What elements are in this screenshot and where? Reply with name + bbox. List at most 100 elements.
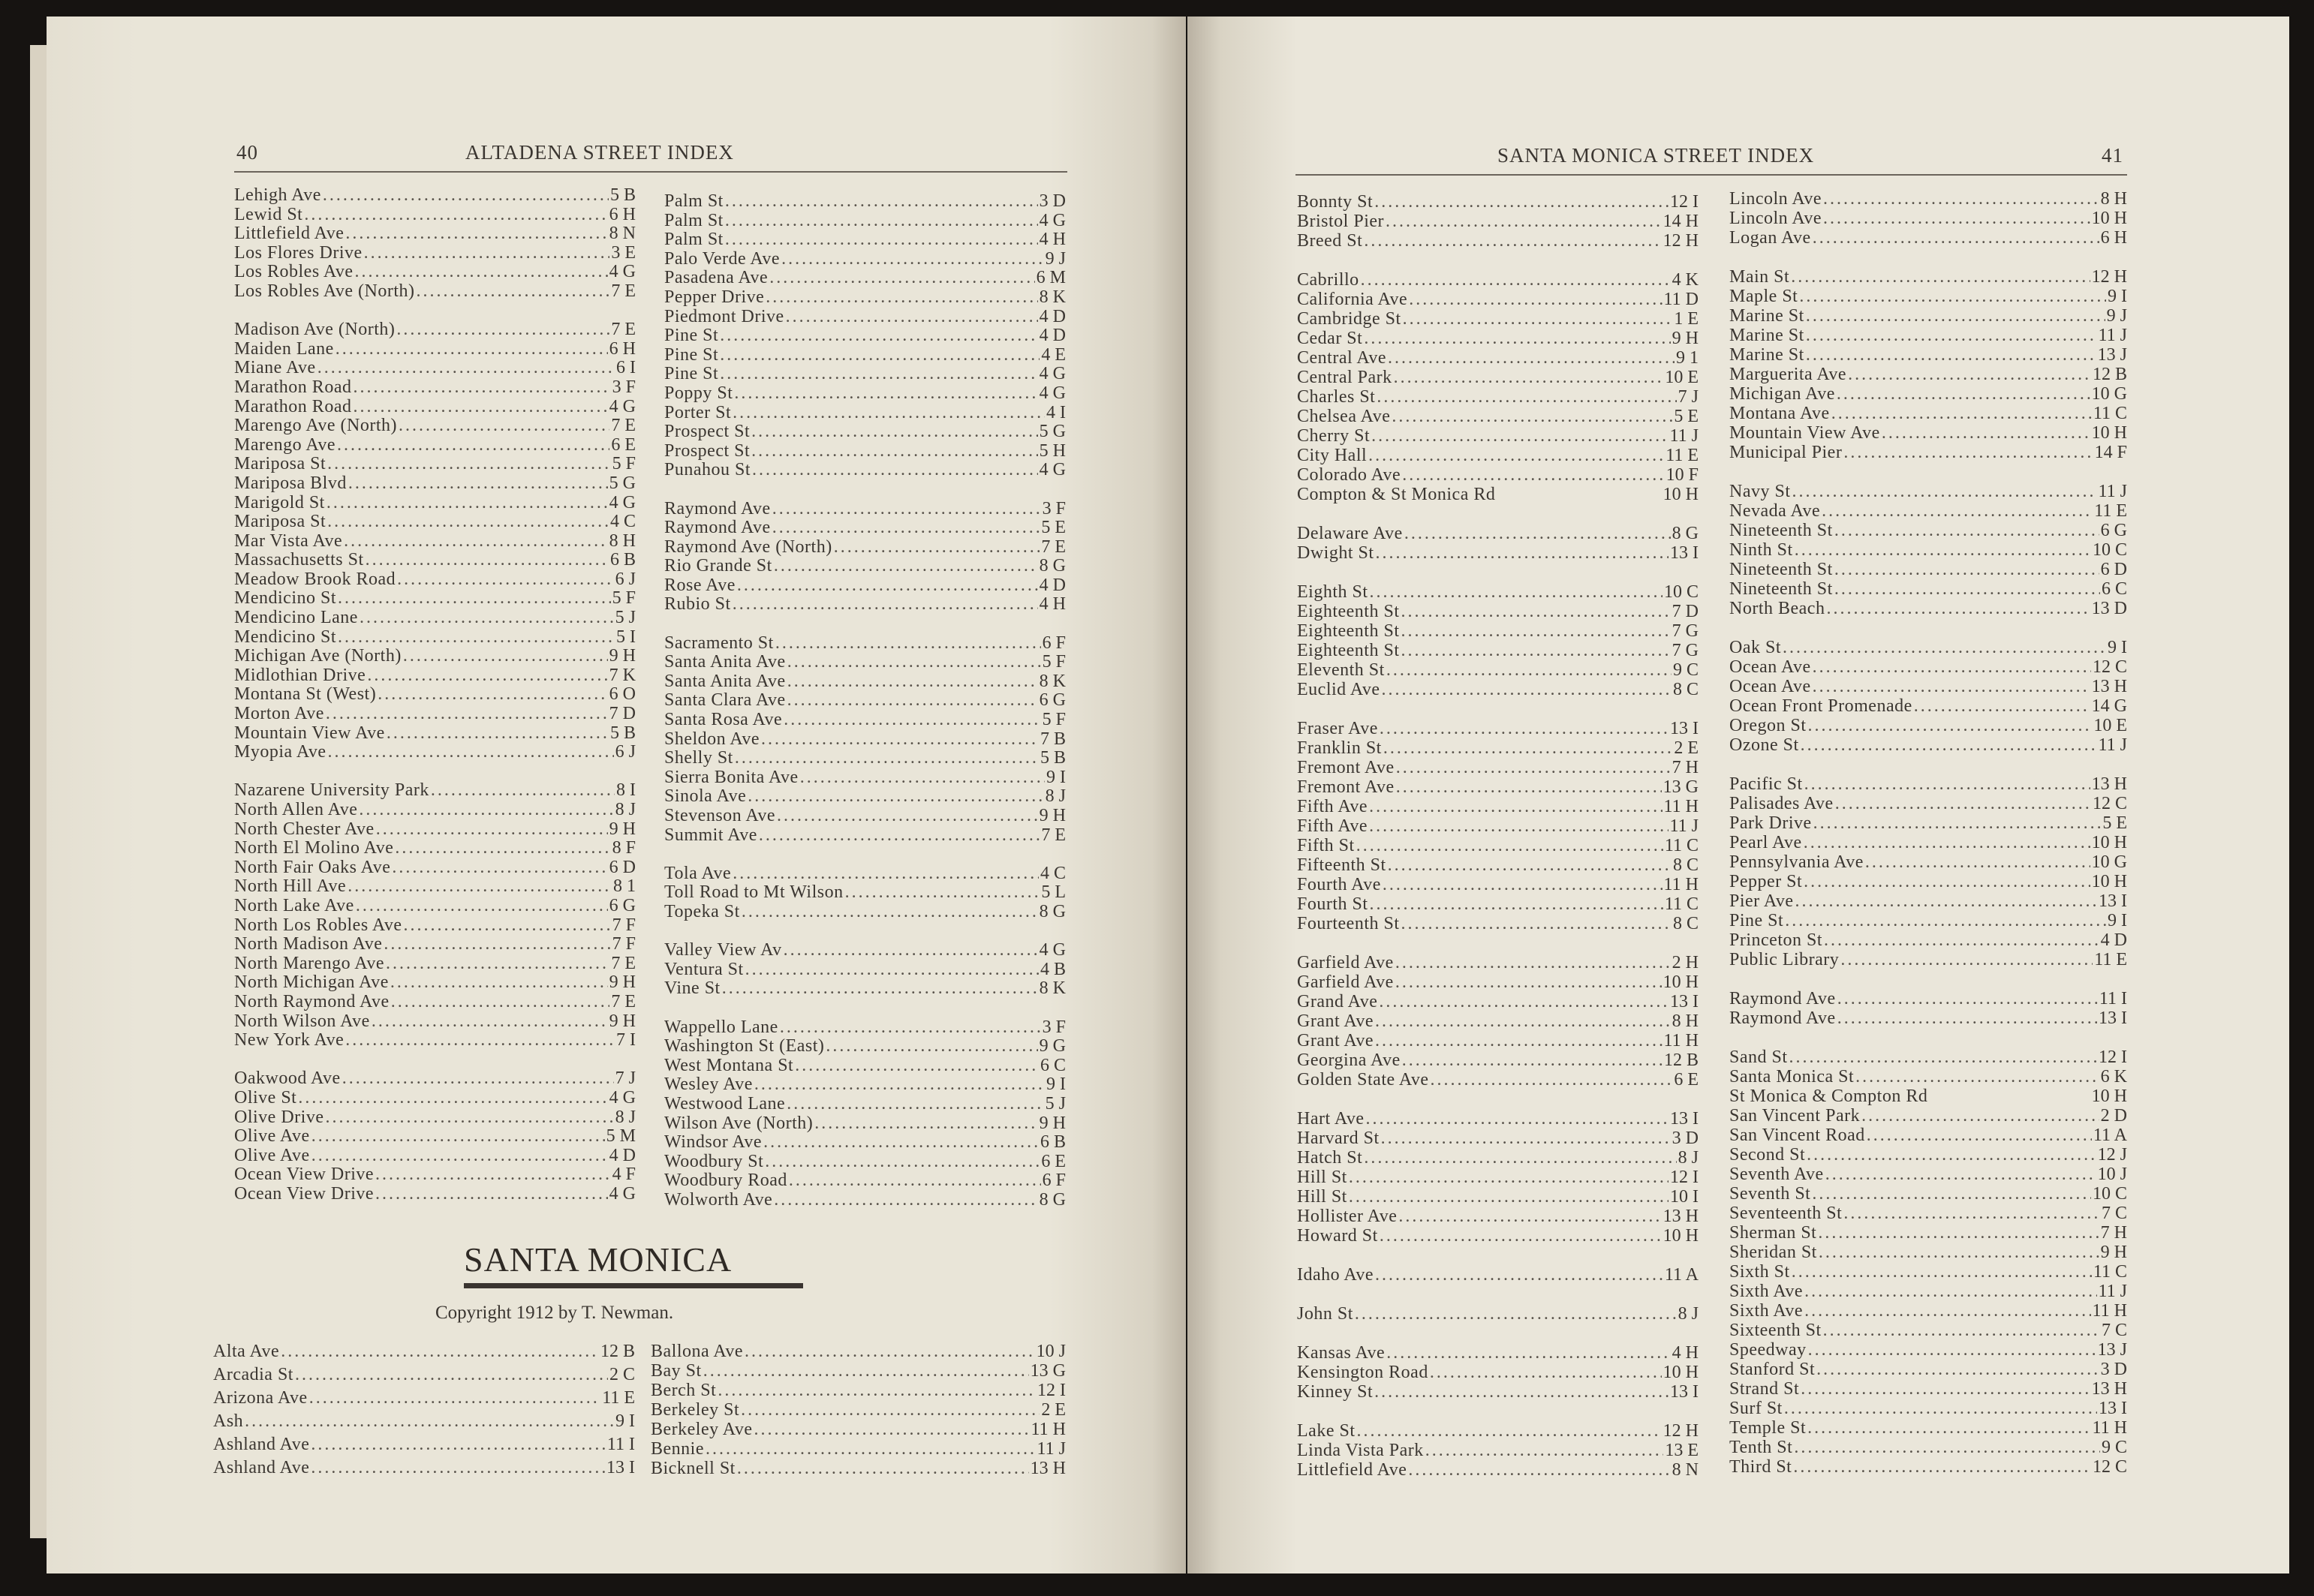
index-entry: Santa Monica St 6 K (1729, 1067, 2127, 1087)
dot-leader (1409, 290, 1662, 309)
dot-leader (1355, 1304, 1677, 1324)
dot-leader (375, 1185, 608, 1204)
index-entry: North El Molino Ave 8 F (234, 839, 636, 858)
index-entry: Michigan Ave 10 G (1729, 384, 2127, 404)
map-reference: 4 D (609, 1145, 636, 1165)
street-name: Cherry St (1297, 426, 1371, 446)
street-name: Navy St (1729, 482, 1791, 501)
index-entry: North Allen Ave 8 J (234, 800, 636, 820)
street-name: Lincoln Ave (1729, 189, 1822, 209)
map-reference: 12 B (2092, 365, 2127, 384)
dot-leader (733, 404, 1045, 423)
map-reference: 5 E (1041, 518, 1066, 538)
dot-leader (1783, 638, 2106, 657)
dot-leader (384, 935, 610, 954)
index-entry: Woodbury Road 6 F (664, 1171, 1066, 1191)
index-entry: City Hall 11 E (1297, 446, 1699, 465)
street-name: Nineteenth St (1729, 560, 1833, 579)
map-reference: 13 G (1663, 777, 1699, 797)
index-entry: Palo Verde Ave 9 J (664, 248, 1066, 269)
dot-leader (1383, 738, 1672, 758)
index-entry: Raymond Ave 5 E (664, 518, 1066, 538)
map-reference: 8 H (1672, 1011, 1699, 1031)
street-name: Harvard St (1297, 1129, 1380, 1148)
map-reference: 14 F (2094, 443, 2127, 462)
dot-leader (1388, 348, 1675, 368)
map-reference: 12 H (1663, 1421, 1699, 1441)
index-entry: Georgina Ave 12 B (1297, 1050, 1699, 1070)
index-entry: Main St 12 H (1729, 267, 2127, 287)
group-spacer (234, 762, 636, 782)
index-entry: Wappello Lane 3 F (664, 1017, 1066, 1038)
map-reference: 11 J (2098, 1282, 2127, 1301)
street-name: Ozone St (1729, 735, 1799, 755)
dot-leader (1813, 228, 2099, 248)
map-reference: 8 H (2100, 189, 2127, 209)
left-header-rule (234, 171, 1067, 173)
index-entry: Grant Ave 11 H (1297, 1031, 1699, 1050)
dot-leader (789, 1171, 1041, 1191)
index-entry: Colorado Ave 10 F (1297, 465, 1699, 485)
dot-leader (326, 705, 608, 724)
map-reference: 9 H (609, 972, 636, 993)
map-reference: 12 I (1670, 1168, 1699, 1187)
group-spacer (664, 615, 1066, 634)
map-reference: 9 H (1039, 806, 1066, 825)
dot-leader (311, 1456, 605, 1480)
street-name: Lehigh Ave (234, 185, 321, 205)
street-name: Golden State Ave (1297, 1070, 1429, 1090)
street-name: Municipal Pier (1729, 443, 1843, 462)
street-name: Bay St (651, 1361, 702, 1381)
group-spacer (234, 1050, 636, 1070)
map-reference: 10 C (1663, 582, 1699, 602)
street-name: Mar Vista Ave (234, 530, 343, 551)
dot-leader (367, 666, 607, 686)
street-name: Oak St (1729, 638, 1781, 657)
dot-leader (366, 551, 609, 570)
street-name: North Fair Oaks Ave (234, 857, 391, 877)
map-reference: 8 K (1039, 978, 1066, 999)
index-entry: Ocean View Drive 4 F (234, 1165, 636, 1185)
dot-leader (327, 455, 610, 474)
map-reference: 7 E (611, 991, 636, 1011)
index-entry: Princeton St 4 D (1729, 930, 2127, 950)
dot-leader (1430, 1363, 1662, 1382)
index-entry: Ash 9 I (213, 1410, 635, 1433)
index-entry: Seventh Ave 10 J (1729, 1165, 2127, 1184)
dot-leader (353, 398, 607, 417)
map-reference: 6 C (2101, 579, 2127, 599)
map-reference: 13 I (2099, 891, 2127, 911)
map-reference: 8 J (1678, 1148, 1699, 1168)
index-entry: Windsor Ave 6 B (664, 1132, 1066, 1153)
dot-leader (761, 730, 1039, 750)
map-reference: 7 E (1041, 537, 1066, 557)
group-spacer (1729, 1028, 2127, 1047)
street-name: Ocean Ave (1729, 657, 1811, 677)
index-entry: North Wilson Ave 9 H (234, 1011, 636, 1032)
map-reference: 11 E (2094, 950, 2127, 969)
map-reference: 3 F (612, 377, 636, 397)
index-entry: Marengo Ave 6 E (234, 435, 636, 455)
map-reference: 9 H (609, 1011, 636, 1031)
map-reference: 11 H (1031, 1420, 1066, 1439)
street-name: Wolworth Ave (664, 1189, 773, 1210)
index-entry: Park Drive 5 E (1729, 813, 2127, 833)
dot-leader (1402, 1050, 1663, 1070)
map-reference: 10 H (2091, 833, 2127, 852)
map-reference: 5 F (612, 454, 636, 474)
map-reference: 6 M (1036, 268, 1066, 288)
map-reference: 7 I (616, 1030, 636, 1050)
map-reference: 4 F (612, 1165, 636, 1185)
map-reference: 4 D (1039, 326, 1066, 346)
street-name: Pennsylvania Ave (1729, 852, 1864, 872)
map-reference: 5 G (1039, 422, 1066, 442)
dot-leader (1364, 1148, 1676, 1168)
index-entry: Fremont Ave 7 H (1297, 758, 1699, 777)
map-reference: 9 J (1045, 248, 1066, 269)
map-reference: 7 E (1041, 825, 1066, 845)
dot-leader (1374, 192, 1669, 212)
dot-leader (1401, 621, 1670, 641)
street-name: Public Library (1729, 950, 1840, 969)
dot-leader (814, 1114, 1037, 1134)
index-entry: Mariposa St 5 F (234, 455, 636, 474)
